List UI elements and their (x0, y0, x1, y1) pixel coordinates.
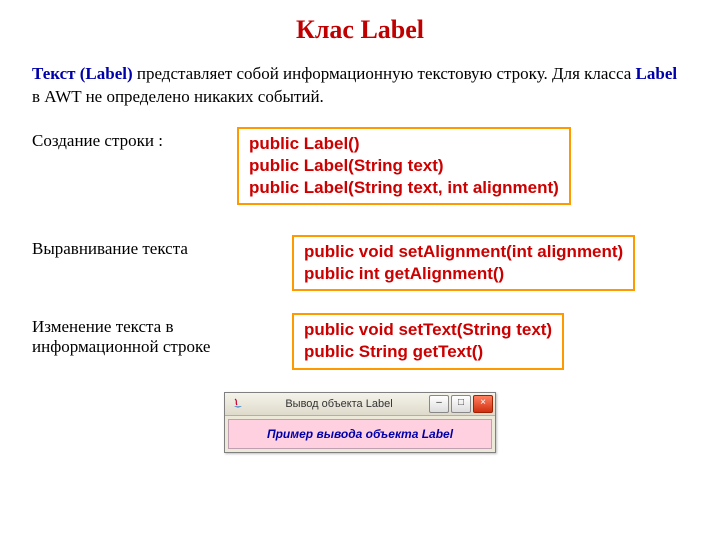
code-alignment: public void setAlignment(int alignment) … (292, 235, 635, 291)
section-text: Изменение текста в информационной строке… (32, 313, 688, 369)
example-window: Вывод объекта Label – □ × Пример вывода … (224, 392, 496, 453)
intro-part2: в AWT не определено никаких событий. (32, 87, 324, 106)
window-titlebar: Вывод объекта Label – □ × (225, 393, 495, 416)
intro-paragraph: Текст (Label) представляет собой информа… (32, 63, 688, 109)
java-icon (231, 397, 245, 411)
window-title: Вывод объекта Label (249, 398, 429, 410)
section-label: Изменение текста в информационной строке (32, 313, 237, 357)
close-button[interactable]: × (473, 395, 493, 413)
keyword-label: Label (636, 64, 678, 83)
section-label: Создание строки : (32, 127, 237, 151)
maximize-button[interactable]: □ (451, 395, 471, 413)
section-label: Выравнивание текста (32, 235, 237, 259)
intro-part1: представляет собой информационную тексто… (133, 64, 636, 83)
slide-title: Клас Label (32, 15, 688, 45)
code-constructors: public Label() public Label(String text)… (237, 127, 571, 205)
minimize-button[interactable]: – (429, 395, 449, 413)
window-body-text: Пример вывода объекта Label (228, 419, 492, 449)
keyword-text-label: Текст (Label) (32, 64, 133, 83)
section-alignment: Выравнивание текста public void setAlign… (32, 235, 688, 291)
section-constructors: Создание строки : public Label() public … (32, 127, 688, 205)
code-text: public void setText(String text) public … (292, 313, 564, 369)
example-window-wrap: Вывод объекта Label – □ × Пример вывода … (32, 392, 688, 453)
